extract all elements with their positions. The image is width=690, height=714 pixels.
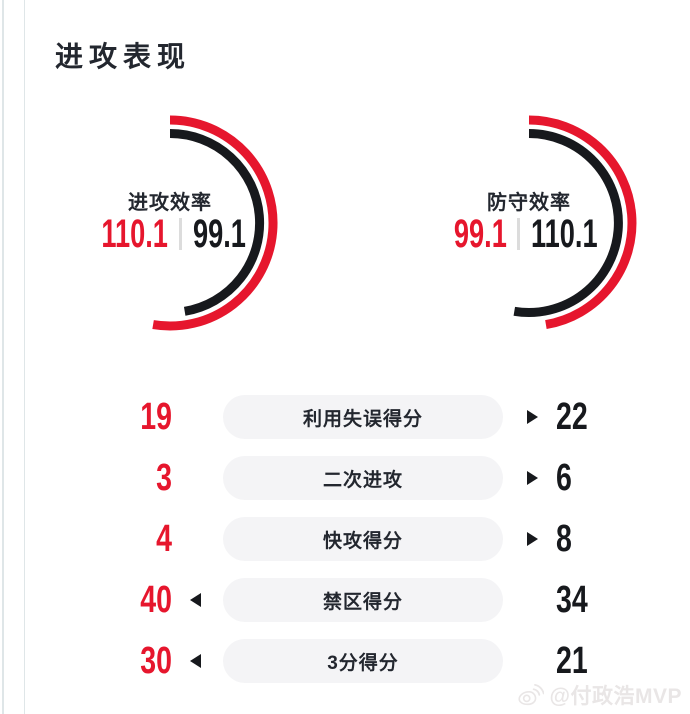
black-team-arc — [169, 129, 265, 316]
stat-label: 3分得分 — [327, 652, 399, 674]
stat-row-second-chance: 3 二次进攻 6 — [0, 456, 690, 500]
stat-row-three-point: 30 3分得分 21 — [0, 639, 690, 683]
stat-label: 快攻得分 — [322, 530, 403, 552]
black-team-stat: 21 — [556, 640, 588, 682]
page-title: 进攻表现 — [55, 40, 192, 72]
black-team-value: 99.1 — [192, 212, 246, 256]
value-separator — [517, 218, 521, 250]
gauge-label: 防守效率 — [487, 192, 571, 214]
red-team-stat: 3 — [156, 457, 172, 499]
stat-label: 二次进攻 — [322, 469, 403, 491]
black-team-arc — [513, 129, 623, 317]
black-team-value: 110.1 — [531, 212, 599, 256]
gauge-arcs — [152, 115, 278, 331]
weibo-icon — [517, 684, 544, 706]
black-team-stat: 8 — [556, 518, 572, 560]
watermark: @付政浩MVP — [517, 680, 682, 710]
stat-label-pill: 二次进攻 — [223, 456, 503, 500]
gauge-values: 110.1 99.1 — [55, 212, 285, 256]
black-team-stat: 22 — [556, 396, 588, 438]
stat-label-pill: 快攻得分 — [223, 517, 503, 561]
gauge-label: 进攻效率 — [128, 192, 212, 214]
right-winner-triangle-icon — [527, 471, 538, 485]
left-border-line-inner — [24, 0, 25, 714]
offense-efficiency-gauge: 进攻效率 110.1 99.1 — [55, 108, 285, 338]
stat-row-points-in-paint: 40 禁区得分 34 — [0, 578, 690, 622]
watermark-text: @付政浩MVP — [549, 685, 682, 708]
red-team-arc — [528, 115, 637, 330]
stat-label: 利用失误得分 — [302, 408, 423, 430]
right-winner-triangle-icon — [527, 532, 538, 546]
gauge-arcs — [513, 115, 637, 330]
stat-label-pill: 利用失误得分 — [223, 395, 503, 439]
black-team-stat: 34 — [556, 579, 588, 621]
stat-label-pill: 禁区得分 — [223, 578, 503, 622]
left-winner-triangle-icon — [190, 654, 201, 668]
gauge-values: 99.1 110.1 — [414, 212, 644, 256]
right-winner-triangle-icon — [527, 410, 538, 424]
red-team-arc — [152, 115, 278, 331]
defense-efficiency-gauge: 防守效率 99.1 110.1 — [414, 108, 644, 338]
red-team-stat: 4 — [156, 518, 172, 560]
red-team-value: 110.1 — [100, 212, 168, 256]
red-team-stat: 40 — [140, 579, 172, 621]
stat-row-points-off-turnovers: 19 利用失误得分 22 — [0, 395, 690, 439]
red-team-value: 99.1 — [453, 212, 507, 256]
left-winner-triangle-icon — [190, 593, 201, 607]
stat-label-pill: 3分得分 — [223, 639, 503, 683]
stat-row-fast-break: 4 快攻得分 8 — [0, 517, 690, 561]
red-team-stat: 19 — [140, 396, 172, 438]
stat-label: 禁区得分 — [322, 591, 403, 613]
red-team-stat: 30 — [140, 640, 172, 682]
black-team-stat: 6 — [556, 457, 572, 499]
left-border-line-outer — [2, 0, 4, 714]
value-separator — [178, 218, 182, 250]
